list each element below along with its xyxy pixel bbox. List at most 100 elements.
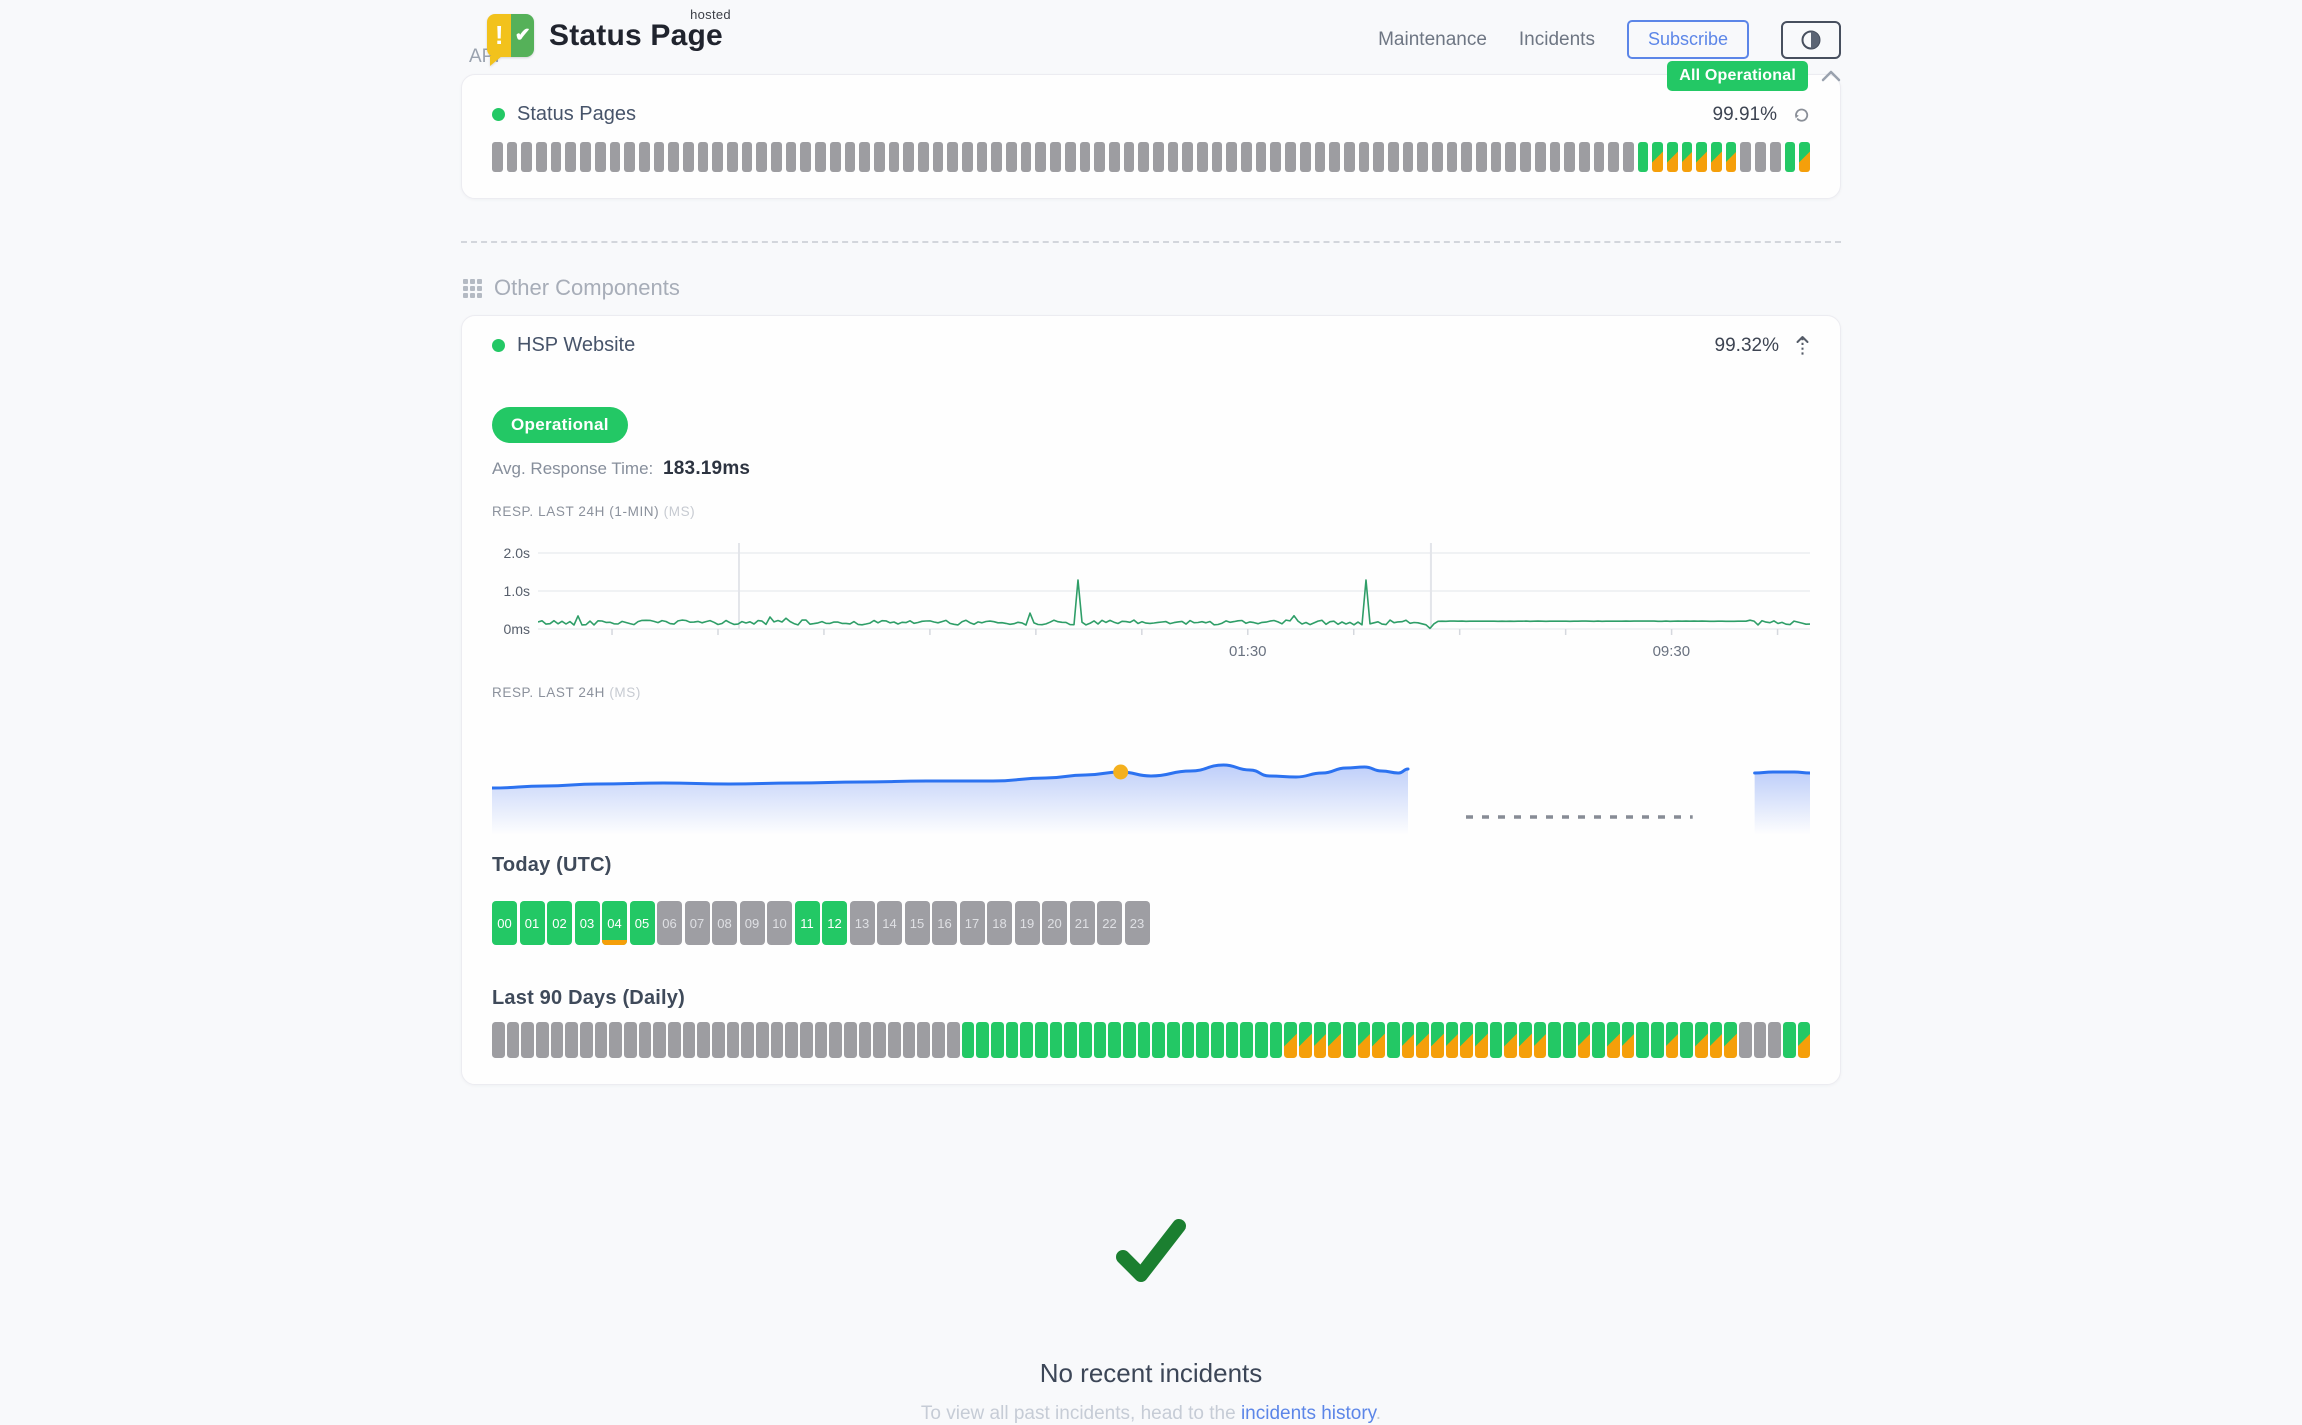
uptime-bar[interactable] <box>653 142 665 172</box>
uptime-bar[interactable] <box>741 142 753 172</box>
incidents-history-link[interactable]: incidents history <box>1240 1403 1376 1424</box>
uptime-bar[interactable] <box>668 142 679 172</box>
uptime-bar[interactable] <box>521 142 533 172</box>
uptime-bar[interactable] <box>785 1022 799 1058</box>
uptime-bar[interactable] <box>961 1022 975 1058</box>
uptime-bar[interactable] <box>1298 1022 1312 1058</box>
uptime-bar[interactable] <box>1020 142 1032 172</box>
uptime-bar[interactable] <box>1138 142 1149 172</box>
uptime-bar[interactable] <box>521 1022 535 1058</box>
uptime-bar[interactable] <box>873 142 885 172</box>
uptime-bar[interactable] <box>1797 1022 1811 1058</box>
uptime-bar[interactable] <box>902 1022 916 1058</box>
uptime-bar[interactable] <box>1461 142 1473 172</box>
uptime-bar[interactable] <box>1020 1022 1033 1058</box>
uptime-bar[interactable] <box>1799 142 1810 172</box>
uptime-bar[interactable] <box>1431 1022 1444 1058</box>
uptime-bar[interactable] <box>1696 142 1708 172</box>
uptime-bar[interactable] <box>1520 142 1531 172</box>
uptime-bar[interactable] <box>1314 142 1326 172</box>
uptime-bar[interactable] <box>1254 1022 1268 1058</box>
uptime-bar[interactable] <box>1651 1022 1664 1058</box>
uptime-bar[interactable] <box>506 1022 520 1058</box>
hour-block[interactable]: 19 <box>1014 901 1040 945</box>
uptime-bar[interactable] <box>1607 1022 1620 1058</box>
uptime-bar[interactable] <box>903 142 914 172</box>
hour-block[interactable]: 11 <box>794 901 820 945</box>
refresh-icon[interactable] <box>1793 106 1810 123</box>
uptime-bar[interactable] <box>1784 142 1796 172</box>
hour-block[interactable]: 15 <box>904 901 930 945</box>
uptime-bar[interactable] <box>1724 1022 1738 1058</box>
uptime-bar[interactable] <box>946 1022 960 1058</box>
uptime-bar[interactable] <box>536 1022 549 1058</box>
collapse-up-arrow-icon[interactable] <box>1795 335 1810 357</box>
uptime-bar[interactable] <box>1563 1022 1576 1058</box>
hour-block[interactable]: 18 <box>987 901 1012 945</box>
uptime-bar[interactable] <box>1476 142 1487 172</box>
uptime-bar[interactable] <box>1505 142 1517 172</box>
uptime-bar[interactable] <box>1416 1022 1429 1058</box>
uptime-bar[interactable] <box>976 142 988 172</box>
uptime-bar[interactable] <box>594 142 606 172</box>
hour-block[interactable]: 03 <box>574 901 600 945</box>
uptime-bar[interactable] <box>771 142 782 172</box>
uptime-bar[interactable] <box>800 142 812 172</box>
uptime-bar[interactable] <box>1182 142 1193 172</box>
hour-block[interactable]: 20 <box>1042 901 1067 945</box>
chevron-up-icon[interactable] <box>1821 70 1841 82</box>
uptime-bar[interactable] <box>1343 142 1355 172</box>
uptime-bar[interactable] <box>682 1022 696 1058</box>
uptime-bar[interactable] <box>873 1022 887 1058</box>
uptime-bar[interactable] <box>1329 142 1340 172</box>
uptime-bar[interactable] <box>1226 142 1238 172</box>
uptime-bar[interactable] <box>682 142 694 172</box>
hour-block[interactable]: 08 <box>712 901 737 945</box>
uptime-bar[interactable] <box>1387 142 1399 172</box>
uptime-bar[interactable] <box>1460 1022 1474 1058</box>
uptime-bar[interactable] <box>624 1022 637 1058</box>
uptime-bar[interactable] <box>1564 142 1575 172</box>
uptime-bar[interactable] <box>962 142 973 172</box>
uptime-bar[interactable] <box>1548 1022 1562 1058</box>
uptime-bar[interactable] <box>1210 1022 1224 1058</box>
uptime-bar[interactable] <box>624 142 635 172</box>
uptime-bar[interactable] <box>1739 1022 1752 1058</box>
uptime-bar[interactable] <box>1225 1022 1239 1058</box>
uptime-bar[interactable] <box>492 1022 505 1058</box>
uptime-bar[interactable] <box>1475 1022 1488 1058</box>
hour-block[interactable]: 21 <box>1069 901 1095 945</box>
uptime-bar[interactable] <box>1578 142 1590 172</box>
hour-block[interactable]: 01 <box>519 901 545 945</box>
uptime-bar[interactable] <box>1211 142 1223 172</box>
nav-incidents[interactable]: Incidents <box>1518 28 1595 50</box>
subscribe-button[interactable]: Subscribe <box>1626 20 1749 59</box>
uptime-bar[interactable] <box>800 1022 813 1058</box>
uptime-bar[interactable] <box>1181 1022 1195 1058</box>
uptime-bar[interactable] <box>536 142 547 172</box>
uptime-bar[interactable] <box>1152 1022 1165 1058</box>
uptime-bar[interactable] <box>1622 142 1634 172</box>
uptime-bar[interactable] <box>756 1022 769 1058</box>
uptime-bar[interactable] <box>1285 142 1296 172</box>
uptime-bar[interactable] <box>697 142 709 172</box>
uptime-bar[interactable] <box>1373 142 1384 172</box>
hour-block[interactable]: 22 <box>1097 901 1122 945</box>
uptime-bar[interactable] <box>594 1022 608 1058</box>
uptime-bar[interactable] <box>1005 1022 1019 1058</box>
uptime-bar[interactable] <box>1108 1022 1121 1058</box>
uptime-bar[interactable] <box>1577 1022 1591 1058</box>
uptime-bar[interactable] <box>1680 1022 1694 1058</box>
uptime-bar[interactable] <box>1432 142 1443 172</box>
uptime-bar[interactable] <box>814 1022 828 1058</box>
uptime-bar[interactable] <box>844 142 856 172</box>
uptime-bar[interactable] <box>1064 1022 1077 1058</box>
uptime-bar[interactable] <box>1489 1022 1503 1058</box>
uptime-bar[interactable] <box>1079 142 1091 172</box>
uptime-bar[interactable] <box>1725 142 1737 172</box>
uptime-bar[interactable] <box>1637 142 1649 172</box>
uptime-bar[interactable] <box>1783 1022 1796 1058</box>
uptime-bar[interactable] <box>1665 1022 1679 1058</box>
uptime-bar[interactable] <box>668 1022 681 1058</box>
uptime-bar[interactable] <box>565 1022 579 1058</box>
